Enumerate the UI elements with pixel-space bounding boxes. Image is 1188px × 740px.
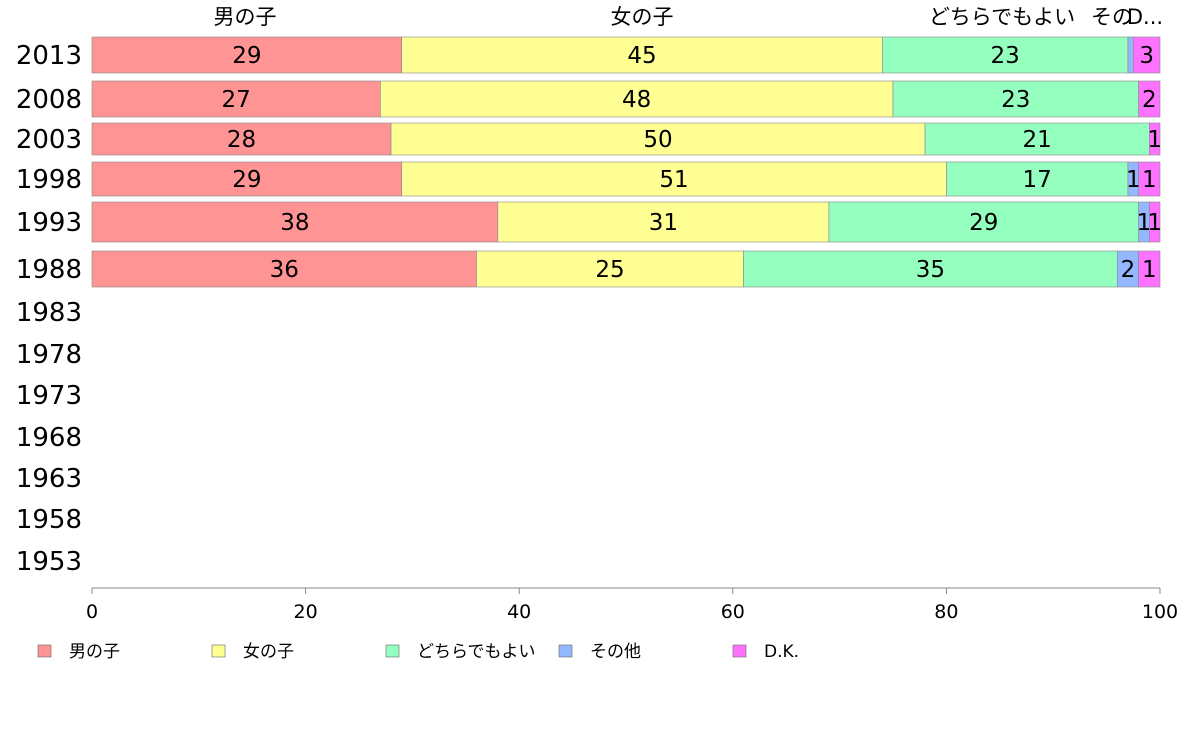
data-label-1993-2: 29 <box>969 210 998 236</box>
y-tick-label-1963: 1963 <box>16 464 82 494</box>
data-label-2013-2: 23 <box>990 43 1019 69</box>
y-tick-label-1993: 1993 <box>16 208 82 238</box>
data-label-1998-3: 1 <box>1126 167 1141 193</box>
legend-swatch-2 <box>385 644 400 658</box>
legend-label-3: その他 <box>590 642 641 662</box>
bar-2013-3 <box>1127 36 1134 74</box>
bar-1993-0 <box>91 201 499 243</box>
bar-1993-1 <box>497 201 830 243</box>
top-label-1: 女の子 <box>611 5 674 29</box>
data-label-1993-3: 1 <box>1137 210 1152 236</box>
data-label-1988-0: 36 <box>270 257 299 283</box>
bar-2003-4 <box>1149 122 1161 156</box>
x-tick-label-20: 20 <box>294 601 318 623</box>
legend-swatch-4 <box>732 644 747 658</box>
bar-2013-0 <box>91 36 403 74</box>
y-tick-label-2013: 2013 <box>16 41 82 71</box>
data-label-2013-1: 45 <box>627 43 656 69</box>
legend-label-2: どちらでもよい <box>417 642 536 662</box>
y-axis-labels: 2013 2008 2003 1998 1993 1988 1983 1978 1973 1968… <box>16 41 82 577</box>
data-label-1988-1: 25 <box>595 257 624 283</box>
y-tick-label-1953: 1953 <box>16 547 82 577</box>
y-tick-label-1998: 1998 <box>16 165 82 195</box>
data-label-2003-1: 50 <box>643 127 672 153</box>
data-label-2008-0: 27 <box>222 87 251 113</box>
y-tick-label-1973: 1973 <box>16 381 82 411</box>
bar-1993-2 <box>828 201 1139 243</box>
legend-swatch-0 <box>37 644 52 658</box>
bar-2003-0 <box>91 122 392 156</box>
data-label-1993-0: 38 <box>280 210 309 236</box>
bar-1998-4 <box>1138 161 1161 197</box>
data-label-2013-4: 3 <box>1139 43 1154 69</box>
bar-1998-0 <box>91 161 403 197</box>
y-tick-label-1978: 1978 <box>16 340 82 370</box>
data-label-1993-4: 1 <box>1147 210 1162 236</box>
data-label-2003-2: 21 <box>1023 127 1052 153</box>
data-label-1998-2: 17 <box>1023 167 1052 193</box>
bar-2008-1 <box>380 80 894 118</box>
y-tick-label-2003: 2003 <box>16 125 82 155</box>
bar-2003-2 <box>924 122 1150 156</box>
y-tick-label-1983: 1983 <box>16 298 82 328</box>
legend-label-4: D.K. <box>764 642 799 662</box>
bar-1988-0 <box>91 250 477 288</box>
bar-1988-1 <box>476 250 744 288</box>
top-label-4: D... <box>1127 5 1163 29</box>
legend-swatch-3 <box>558 644 573 658</box>
top-series-labels: 男の子 女の子 どちらでもよい そのD... <box>214 5 1164 29</box>
bar-2003-1 <box>390 122 926 156</box>
bar-2008-4 <box>1138 80 1161 118</box>
bar-1998-1 <box>401 161 947 197</box>
data-label-1988-4: 1 <box>1142 257 1157 283</box>
bar-2013-1 <box>401 36 883 74</box>
data-label-1988-3: 2 <box>1121 257 1136 283</box>
data-label-2008-2: 23 <box>1001 87 1030 113</box>
x-tick-label-100: 100 <box>1142 601 1178 623</box>
top-label-2: どちらでもよい <box>929 5 1075 29</box>
x-tick-label-0: 0 <box>86 601 98 623</box>
top-label-0: 男の子 <box>214 5 277 29</box>
data-label-2003-4: 1 <box>1147 127 1162 153</box>
data-label-2013-0: 29 <box>232 43 261 69</box>
bar-1988-4 <box>1138 250 1161 288</box>
x-tick-label-80: 80 <box>934 601 958 623</box>
legend-swatch-1 <box>211 644 226 658</box>
bar-2008-0 <box>91 80 381 118</box>
data-label-1998-4: 1 <box>1142 167 1157 193</box>
data-label-2008-1: 48 <box>622 87 651 113</box>
y-tick-label-1968: 1968 <box>16 423 82 453</box>
data-label-2003-0: 28 <box>227 127 256 153</box>
legend: 男の子 女の子 どちらでもよい その他 D.K. <box>37 642 799 662</box>
data-label-1998-0: 29 <box>232 167 261 193</box>
x-axis: 0 20 40 60 80 100 <box>86 587 1178 623</box>
bar-2013-2 <box>882 36 1129 74</box>
y-tick-label-1958: 1958 <box>16 505 82 535</box>
x-tick-label-40: 40 <box>507 601 531 623</box>
y-tick-label-1988: 1988 <box>16 255 82 285</box>
data-label-1988-2: 35 <box>916 257 945 283</box>
legend-label-0: 男の子 <box>69 642 120 662</box>
bar-2013-4 <box>1133 36 1161 74</box>
data-label-1993-1: 31 <box>649 210 678 236</box>
y-tick-label-2008: 2008 <box>16 85 82 115</box>
bar-2008-2 <box>892 80 1139 118</box>
bar-1993-4 <box>1149 201 1161 243</box>
data-label-2008-4: 2 <box>1142 87 1157 113</box>
top-label-3: その <box>1091 5 1133 29</box>
bar-1998-2 <box>946 161 1129 197</box>
x-tick-label-60: 60 <box>721 601 745 623</box>
data-label-1998-1: 51 <box>659 167 688 193</box>
legend-label-1: 女の子 <box>243 642 294 662</box>
